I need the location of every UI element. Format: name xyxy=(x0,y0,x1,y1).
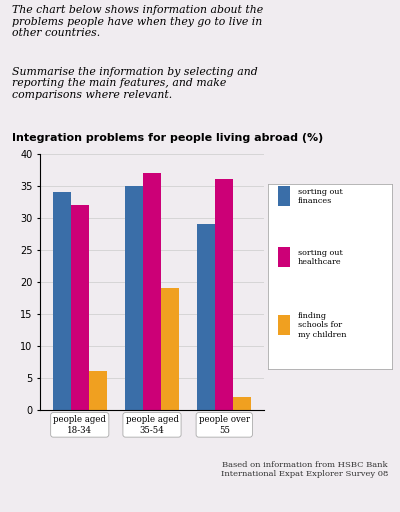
Bar xyxy=(278,186,290,206)
Bar xyxy=(71,205,89,410)
Text: finding
schools for
my children: finding schools for my children xyxy=(298,312,346,338)
Bar xyxy=(197,224,215,410)
Bar xyxy=(161,288,179,410)
Bar xyxy=(143,173,161,410)
Text: Integration problems for people living abroad (%): Integration problems for people living a… xyxy=(12,133,323,143)
Bar xyxy=(278,247,290,267)
Text: Summarise the information by selecting and
reporting the main features, and make: Summarise the information by selecting a… xyxy=(12,67,258,100)
Bar xyxy=(89,371,107,410)
Bar xyxy=(233,397,251,410)
Text: Based on information from HSBC Bank
International Expat Explorer Survey 08: Based on information from HSBC Bank Inte… xyxy=(221,461,388,478)
Text: sorting out
finances: sorting out finances xyxy=(298,188,342,205)
Bar xyxy=(125,186,143,410)
Text: The chart below shows information about the
problems people have when they go to: The chart below shows information about … xyxy=(12,5,263,38)
Bar xyxy=(278,315,290,335)
Bar xyxy=(215,179,233,410)
Text: sorting out
healthcare: sorting out healthcare xyxy=(298,248,342,266)
Bar xyxy=(53,192,71,410)
